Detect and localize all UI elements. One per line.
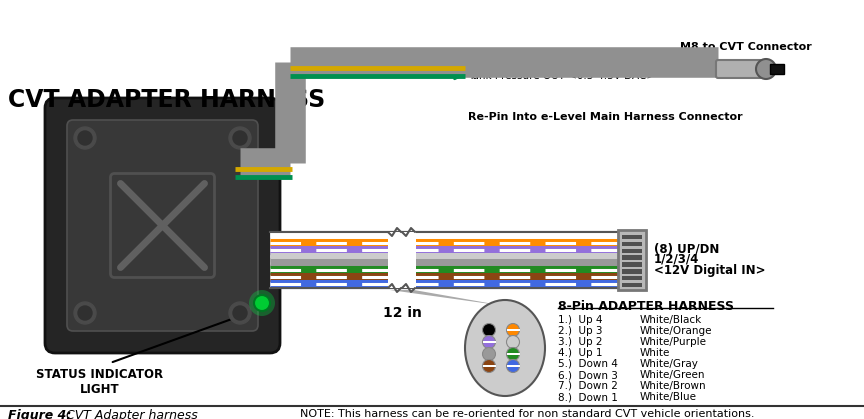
Text: (8) UP/DN: (8) UP/DN (654, 242, 720, 255)
Ellipse shape (471, 307, 539, 389)
Text: <12V Digital IN>: <12V Digital IN> (654, 264, 766, 277)
Circle shape (74, 127, 96, 149)
Text: Tank Pressure OUT <0.5-4.5V DAC>: Tank Pressure OUT <0.5-4.5V DAC> (468, 71, 655, 81)
Bar (270, 232, 618, 288)
Text: 12 in: 12 in (383, 306, 422, 320)
Circle shape (482, 347, 495, 360)
Circle shape (74, 302, 96, 324)
Circle shape (78, 131, 92, 145)
Text: Figure 4:: Figure 4: (8, 409, 72, 419)
Bar (622, 283, 642, 287)
Bar (622, 248, 642, 253)
Text: 1/2/3/4: 1/2/3/4 (654, 253, 699, 266)
FancyBboxPatch shape (67, 120, 258, 331)
Bar (388, 232, 416, 288)
Circle shape (249, 290, 275, 316)
Circle shape (229, 127, 251, 149)
Circle shape (233, 306, 247, 320)
Bar (482, 341, 495, 343)
Text: 1.)  Up 4: 1.) Up 4 (558, 315, 602, 325)
Bar (622, 276, 642, 280)
Text: 3.)  Up 2: 3.) Up 2 (558, 337, 602, 347)
Circle shape (482, 360, 495, 372)
Text: 6.)  Down 3: 6.) Down 3 (558, 370, 618, 380)
Text: Comp Trigger IN <12V Digital IN>: Comp Trigger IN <12V Digital IN> (468, 63, 645, 73)
Text: 2.)  Up 3: 2.) Up 3 (558, 326, 602, 336)
Bar (622, 242, 642, 246)
Text: White/Blue: White/Blue (640, 392, 697, 402)
Bar (506, 329, 519, 331)
Text: 5.)  Down 4: 5.) Down 4 (558, 359, 618, 369)
Bar (622, 262, 642, 267)
Circle shape (482, 323, 495, 336)
Text: White/Brown: White/Brown (640, 381, 707, 391)
Bar (770, 64, 784, 74)
Bar (622, 235, 642, 240)
Polygon shape (390, 290, 505, 306)
Bar (622, 269, 642, 274)
Text: 4.)  Up 1: 4.) Up 1 (558, 348, 602, 358)
Text: 8.)  Down 1: 8.) Down 1 (558, 392, 618, 402)
Text: NOTE: This harness can be re-oriented for non standard CVT vehicle orientations.: NOTE: This harness can be re-oriented fo… (300, 409, 754, 419)
Ellipse shape (481, 319, 529, 377)
Text: White/Green: White/Green (640, 370, 706, 380)
Circle shape (233, 131, 247, 145)
Text: 7.)  Down 2: 7.) Down 2 (558, 381, 618, 391)
Bar (622, 256, 642, 260)
Text: White/Black: White/Black (640, 315, 702, 325)
Circle shape (78, 306, 92, 320)
Text: M8 to CVT Connector: M8 to CVT Connector (680, 42, 812, 52)
Circle shape (506, 347, 519, 360)
Circle shape (482, 336, 495, 349)
Bar (618, 230, 646, 290)
FancyBboxPatch shape (45, 98, 280, 353)
Text: White/Gray: White/Gray (640, 359, 699, 369)
Text: White/Purple: White/Purple (640, 337, 707, 347)
Circle shape (254, 295, 270, 311)
FancyBboxPatch shape (716, 60, 762, 78)
Text: CVT ADAPTER HARNESS: CVT ADAPTER HARNESS (8, 88, 325, 112)
Text: 8-Pin ADAPTER HARNESS: 8-Pin ADAPTER HARNESS (558, 300, 734, 313)
Circle shape (756, 59, 776, 79)
Circle shape (229, 302, 251, 324)
Text: CVT Adapter harness: CVT Adapter harness (62, 409, 198, 419)
Circle shape (506, 360, 519, 372)
Text: STATUS INDICATOR
LIGHT: STATUS INDICATOR LIGHT (36, 368, 163, 396)
Circle shape (506, 336, 519, 349)
Bar (506, 365, 519, 367)
Ellipse shape (465, 300, 545, 396)
Text: Re-Pin Into e-Level Main Harness Connector: Re-Pin Into e-Level Main Harness Connect… (468, 112, 743, 122)
Circle shape (506, 323, 519, 336)
Text: White/Orange: White/Orange (640, 326, 713, 336)
Text: White: White (640, 348, 670, 358)
Bar (506, 353, 519, 355)
Bar (482, 365, 495, 367)
